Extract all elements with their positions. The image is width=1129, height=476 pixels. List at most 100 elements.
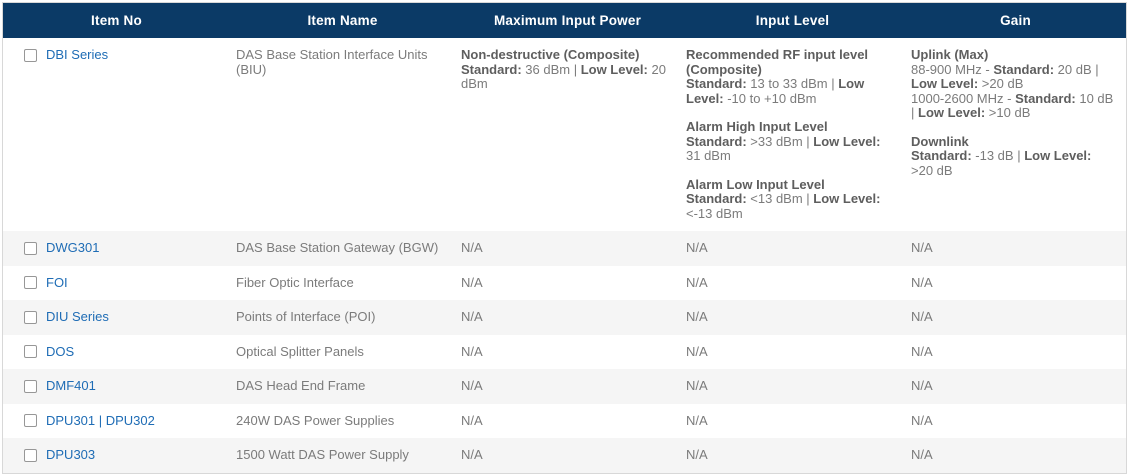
product-spec-table: Item No Item Name Maximum Input Power In… [3, 3, 1126, 473]
bold-label: Low Level: [580, 61, 648, 77]
bold-label: Standard: [686, 133, 747, 149]
row-checkbox[interactable] [24, 345, 37, 359]
bold-label: Standard: [911, 148, 972, 163]
row-checkbox[interactable] [24, 414, 37, 428]
gain-cell: N/A [905, 266, 1126, 301]
gain-value: N/A [911, 343, 933, 359]
row-checkbox[interactable] [24, 48, 37, 62]
max-input-power-paragraph: Non-destructive (Composite) Standard: 36 … [461, 47, 670, 92]
input-level-line: Standard: >33 dBm | Low Level: 31 dBm [686, 133, 895, 164]
item-no-link[interactable]: DWG301 [46, 240, 100, 255]
table-row: DPU303 1500 Watt DAS Power Supply N/A N/A N/… [3, 438, 1126, 473]
bold-label: Low Level: [1024, 148, 1092, 163]
row-checkbox[interactable] [24, 379, 37, 393]
input-level-cell: N/A [680, 369, 905, 404]
item-name-cell: Optical Splitter Panels [230, 335, 455, 370]
max-input-power-line: Non-destructive (Composite) [461, 47, 670, 63]
input-level-value: N/A [686, 343, 708, 359]
item-no-link[interactable]: FOI [46, 274, 68, 290]
table-row: DMF401 DAS Head End Frame N/A N/A N/A [3, 369, 1126, 404]
item-name-text: DAS Base Station Gateway (BGW) [236, 240, 439, 255]
bold-label: Standard: [1015, 90, 1076, 106]
bold-label: Low Level: [911, 76, 979, 91]
value-text: 88-900 MHz - [911, 61, 994, 77]
item-no-cell-content: FOI [24, 274, 220, 291]
item-name-text: 1500 Watt DAS Power Supply [236, 447, 409, 462]
gain-value: N/A [911, 274, 933, 290]
max-input-power-value: N/A [461, 343, 483, 359]
item-name-cell: DAS Base Station Gateway (BGW) [230, 231, 455, 266]
input-level-cell: N/A [680, 438, 905, 473]
item-no-cell: DPU303 [3, 438, 230, 473]
value-text: >10 dB [985, 105, 1031, 120]
value-text: 13 to 33 dBm | [746, 76, 839, 91]
input-level-value: N/A [686, 240, 708, 255]
input-level-cell: N/A [680, 266, 905, 301]
bold-label: Alarm High Input Level [686, 119, 828, 134]
bold-label: Standard: [993, 61, 1055, 77]
bold-label: Recommended RF input level (Composite) [686, 47, 869, 77]
gain-line: 1000-2600 MHz - Standard: 10 dB | Low Le… [911, 90, 1116, 121]
item-name-cell: 1500 Watt DAS Power Supply [230, 438, 455, 473]
item-no-cell-content: DPU301 | DPU302 [24, 412, 220, 429]
item-no-link[interactable]: DIU Series [46, 309, 109, 324]
item-no-link[interactable]: DPU301 | DPU302 [46, 412, 155, 428]
row-checkbox[interactable] [24, 241, 37, 255]
input-level-cell: N/A [680, 404, 905, 439]
item-no-link[interactable]: DOS [46, 343, 75, 359]
item-no-link[interactable]: DPU303 [46, 447, 96, 462]
gain-paragraph: Downlink Standard: -13 dB | Low Level: >2… [911, 134, 1116, 179]
value-text: 31 dBm [686, 148, 731, 163]
item-no-cell-content: DMF401 [24, 378, 220, 394]
bold-label: Non-destructive (Composite) [461, 47, 640, 62]
item-no-cell-content: DBI Series [24, 47, 220, 63]
row-checkbox[interactable] [24, 276, 37, 290]
input-level-cell: Recommended RF input level (Composite) St… [680, 38, 905, 231]
input-level-value: N/A [686, 274, 708, 290]
max-input-power-value: N/A [461, 412, 483, 428]
value-text: <13 dBm | [746, 191, 814, 206]
bold-label: Alarm Low Input Level [686, 176, 825, 192]
column-header-item-no: Item No [3, 3, 230, 38]
row-checkbox[interactable] [24, 448, 37, 462]
gain-line: Downlink [911, 134, 1116, 150]
input-level-value: N/A [686, 412, 708, 428]
item-no-cell: DIU Series [3, 300, 230, 335]
item-no-cell: DMF401 [3, 369, 230, 404]
table-row: DOS Optical Splitter Panels N/A N/A N/A [3, 334, 1126, 370]
item-no-cell: DOS [3, 335, 230, 370]
gain-value: N/A [911, 378, 933, 393]
gain-cell: N/A [905, 300, 1126, 335]
gain-cell: N/A [905, 438, 1126, 473]
table-row: DPU301 | DPU302 240W DAS Power Supplies N/… [3, 403, 1126, 439]
max-input-power-value: N/A [461, 274, 483, 290]
item-name-cell: Fiber Optic Interface [230, 266, 455, 301]
item-no-cell-content: DOS [24, 343, 220, 360]
gain-cell: N/A [905, 231, 1126, 266]
gain-cell: N/A [905, 335, 1126, 370]
gain-cell: N/A [905, 404, 1126, 439]
input-level-line: Alarm High Input Level [686, 119, 895, 135]
row-checkbox[interactable] [24, 310, 37, 324]
bold-label: Low Level: [813, 191, 881, 206]
gain-value: N/A [911, 309, 933, 324]
table-row: DBI Series DAS Base Station Interface Uni… [3, 38, 1126, 231]
column-header-gain: Gain [905, 3, 1126, 38]
table-row: DWG301 DAS Base Station Gateway (BGW) N/A N… [3, 231, 1126, 266]
input-level-line: Standard: 13 to 33 dBm | Low Level: -10 … [686, 76, 895, 106]
input-level-value: N/A [686, 309, 708, 324]
item-no-link[interactable]: DMF401 [46, 378, 96, 393]
value-text: 20 dB | [1054, 61, 1099, 77]
value-text: 20 dBm [461, 61, 666, 91]
item-no-link[interactable]: DBI Series [46, 47, 109, 62]
max-input-power-line: Standard: 36 dBm | Low Level: 20 dBm [461, 61, 670, 92]
gain-line: 88-900 MHz - Standard: 20 dB | Low Level… [911, 61, 1116, 92]
item-name-text: DAS Head End Frame [236, 378, 366, 393]
gain-cell: Uplink (Max) 88-900 MHz - Standard: 20 dB… [905, 38, 1126, 231]
item-name-text: DAS Base Station Interface Units (BIU) [236, 47, 428, 77]
input-level-value: N/A [686, 378, 708, 393]
item-name-cell: 240W DAS Power Supplies [230, 404, 455, 439]
column-header-input-level: Input Level [680, 3, 905, 38]
item-no-cell: DWG301 [3, 231, 230, 266]
